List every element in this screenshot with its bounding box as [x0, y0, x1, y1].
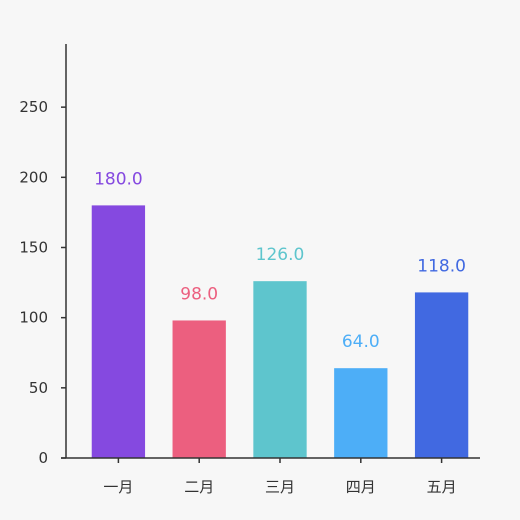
y-tick-label: 250: [19, 98, 48, 116]
y-tick-label: 100: [19, 309, 48, 327]
y-axis-ticks: 0 50 100 150 200 250: [19, 98, 66, 467]
bar: [253, 281, 307, 458]
x-tick-label: 二月: [184, 478, 214, 496]
bar: [172, 320, 226, 458]
bar-value-label: 98.0: [180, 284, 218, 304]
bar-value-label: 118.0: [417, 256, 466, 276]
x-tick-label: 五月: [427, 478, 457, 496]
bars-group: [91, 205, 469, 458]
bar: [91, 205, 146, 458]
bar: [414, 292, 469, 458]
y-tick-label: 50: [29, 379, 48, 397]
y-tick-label: 0: [38, 449, 48, 467]
x-tick-label: 三月: [265, 478, 295, 496]
y-tick-label: 150: [19, 238, 48, 256]
bar: [334, 368, 388, 458]
y-tick-label: 200: [19, 168, 48, 186]
value-labels-group: 180.0 98.0 126.0 64.0 118.0: [94, 169, 466, 352]
bar-value-label: 126.0: [256, 245, 305, 265]
x-tick-label: 一月: [103, 478, 133, 496]
x-tick-label: 四月: [346, 478, 376, 496]
bar-value-label: 64.0: [342, 332, 380, 352]
x-axis-ticks: 一月 二月 三月 四月 五月: [103, 458, 457, 496]
bar-value-label: 180.0: [94, 169, 143, 189]
